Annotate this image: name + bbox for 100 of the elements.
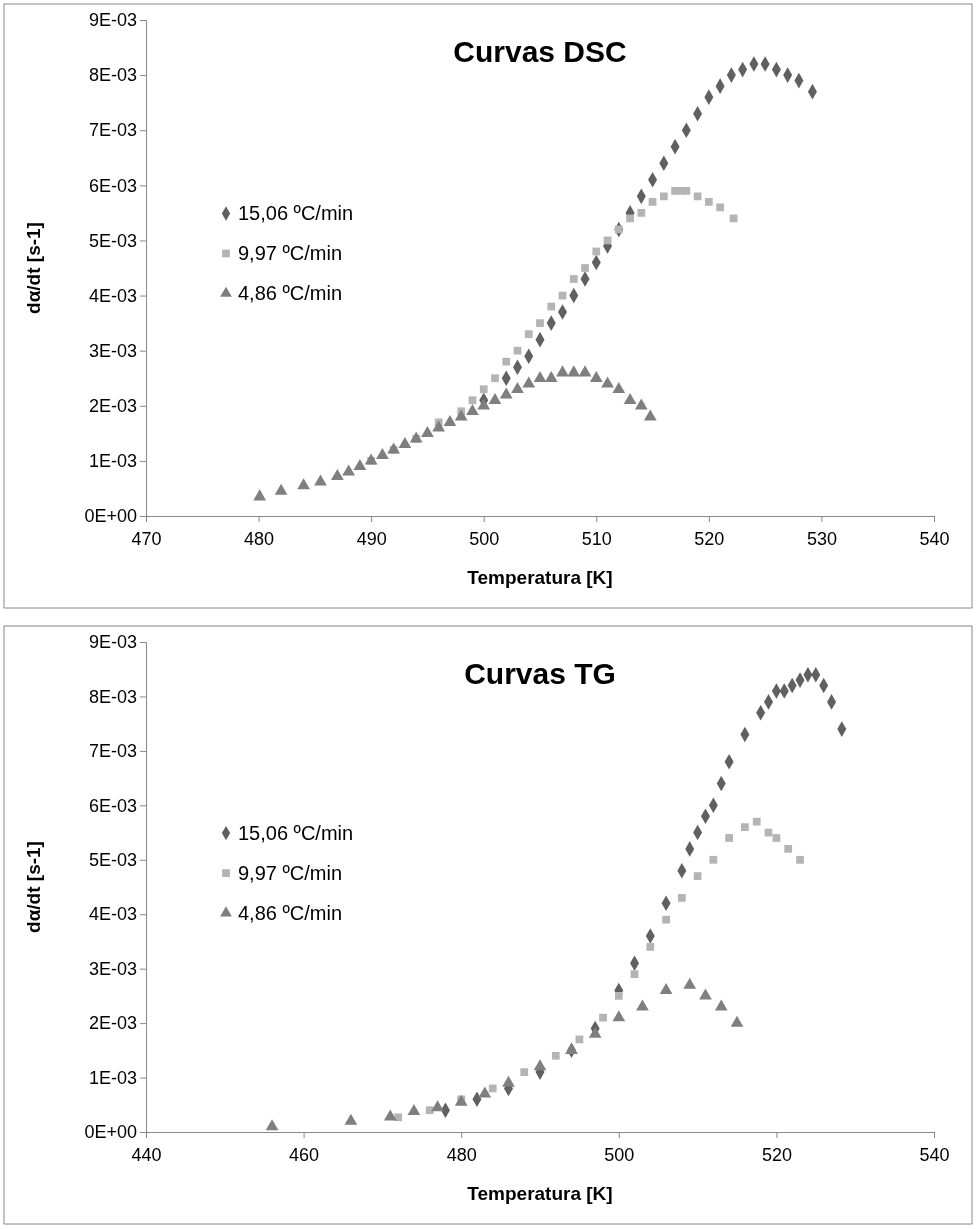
- point: [342, 464, 355, 476]
- x-tick-label: 530: [806, 528, 837, 549]
- point: [634, 398, 648, 410]
- y-tick-label: 0E+00: [84, 506, 137, 527]
- y-tick-label: 2E-03: [88, 1013, 137, 1034]
- point: [578, 365, 592, 377]
- point: [511, 381, 524, 393]
- point: [477, 398, 491, 410]
- point: [725, 834, 733, 842]
- y-tick-label: 7E-03: [88, 741, 137, 762]
- x-tick-label: 520: [694, 528, 725, 549]
- point: [466, 403, 479, 415]
- point: [693, 192, 702, 201]
- point: [533, 370, 547, 382]
- point: [714, 999, 728, 1011]
- point: [265, 1119, 279, 1131]
- point: [394, 1113, 403, 1122]
- point: [383, 1109, 397, 1121]
- point: [344, 1113, 358, 1125]
- legend-label: 15,06 ºC/min: [238, 202, 354, 225]
- point: [699, 988, 712, 1000]
- point: [468, 396, 477, 405]
- point: [601, 376, 614, 388]
- point: [581, 264, 589, 272]
- point: [533, 1059, 547, 1071]
- point: [796, 855, 804, 864]
- point: [630, 970, 639, 978]
- y-tick-label: 3E-03: [88, 958, 137, 979]
- point: [741, 823, 749, 831]
- y-tick-label: 6E-03: [88, 795, 137, 816]
- y-axis-title: dα/dt [s-1]: [23, 841, 44, 933]
- x-tick-label: 460: [289, 1144, 320, 1165]
- point: [488, 392, 502, 404]
- point: [704, 197, 713, 206]
- x-axis-title: Temperatura [K]: [467, 1183, 613, 1204]
- point: [502, 357, 511, 366]
- point: [592, 247, 601, 256]
- x-tick-label: 540: [919, 1144, 950, 1165]
- point: [513, 346, 522, 355]
- point: [499, 387, 513, 399]
- y-tick-label: 1E-03: [88, 1067, 137, 1088]
- point: [569, 275, 578, 283]
- point: [425, 1106, 434, 1115]
- legend-label: 9,97 ºC/min: [238, 242, 343, 265]
- x-tick-label: 440: [131, 1144, 162, 1165]
- point: [376, 448, 389, 460]
- point: [709, 855, 718, 864]
- point: [547, 302, 556, 311]
- y-tick-label: 9E-03: [88, 632, 137, 653]
- point: [314, 474, 327, 486]
- y-tick-label: 6E-03: [88, 175, 137, 196]
- point: [297, 478, 310, 490]
- point: [454, 409, 468, 421]
- x-tick-label: 480: [446, 1144, 477, 1165]
- text: Curvas DSC: [453, 35, 627, 68]
- point: [253, 489, 267, 501]
- point: [636, 999, 649, 1011]
- point: [599, 1013, 607, 1022]
- point: [637, 209, 646, 217]
- point: [623, 392, 637, 404]
- y-tick-label: 7E-03: [88, 120, 137, 141]
- point: [522, 376, 536, 388]
- point: [646, 943, 655, 951]
- y-tick-label: 2E-03: [88, 396, 137, 417]
- point: [491, 374, 499, 383]
- point: [520, 1068, 529, 1076]
- point: [643, 409, 657, 421]
- point: [479, 385, 488, 394]
- x-tick-label: 500: [604, 1144, 635, 1165]
- x-tick-label: 480: [244, 528, 275, 549]
- point: [407, 1103, 421, 1115]
- point: [398, 437, 412, 449]
- point: [488, 1084, 497, 1093]
- point: [716, 203, 724, 212]
- point: [648, 197, 657, 206]
- point: [626, 214, 634, 223]
- y-tick-label: 0E+00: [84, 1122, 137, 1143]
- x-tick-label: 520: [761, 1144, 792, 1165]
- text: Curvas TG: [464, 657, 616, 690]
- point: [536, 319, 544, 327]
- y-tick-label: 4E-03: [88, 285, 137, 306]
- y-tick-label: 8E-03: [88, 686, 137, 707]
- x-tick-label: 490: [356, 528, 387, 549]
- point: [478, 1086, 492, 1098]
- x-tick-label: 500: [469, 528, 500, 549]
- point: [659, 192, 668, 201]
- point: [353, 459, 367, 471]
- point: [524, 330, 533, 339]
- point: [431, 1100, 444, 1112]
- x-axis-title: Temperatura [K]: [467, 567, 613, 588]
- point: [274, 483, 288, 495]
- point: [331, 468, 344, 480]
- legend-label: 9,97 ºC/min: [238, 862, 343, 885]
- point: [421, 425, 434, 437]
- point: [589, 370, 603, 382]
- point: [588, 1026, 602, 1038]
- point: [502, 1075, 515, 1087]
- point: [612, 1010, 626, 1022]
- y-tick-label: 5E-03: [88, 230, 137, 251]
- x-tick-label: 510: [581, 528, 612, 549]
